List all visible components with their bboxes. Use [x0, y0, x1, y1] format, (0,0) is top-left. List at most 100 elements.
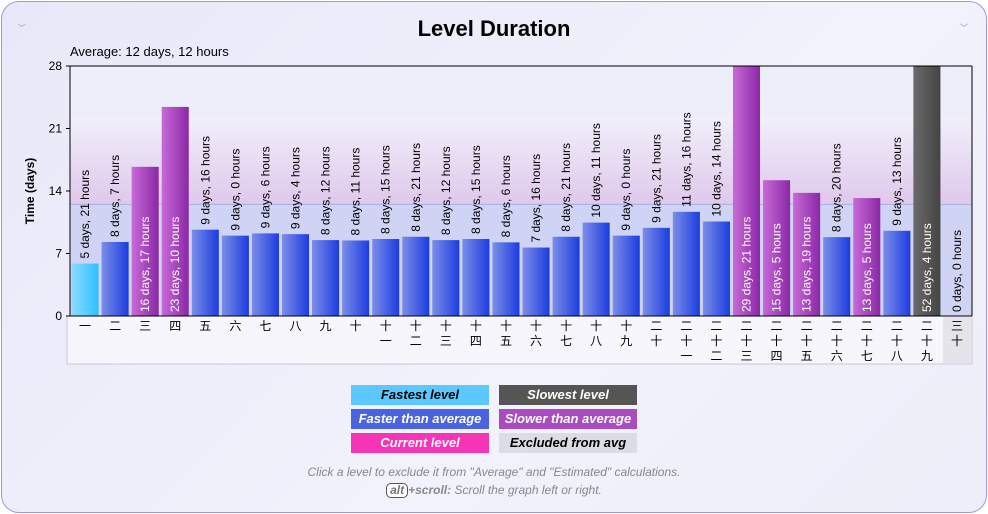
bar-value-label: 9 days, 4 hours — [289, 147, 303, 229]
bar — [642, 227, 670, 316]
above-average-band — [70, 116, 972, 205]
bar — [342, 240, 370, 316]
bar — [612, 235, 640, 316]
bar-value-label: 29 days, 21 hours — [740, 217, 754, 312]
y-tick-label: 28 — [49, 59, 63, 73]
x-tick-label: 十 — [921, 334, 933, 348]
x-tick-label: 二 — [801, 319, 813, 333]
scroll-label: +scroll: — [408, 483, 452, 497]
bar — [552, 236, 580, 316]
below-average-band — [70, 204, 972, 316]
bar-value-label: 11 days, 16 hours — [679, 112, 693, 207]
legend: Fastest level Slowest level Faster than av… — [351, 385, 637, 453]
bar-value-label: 9 days, 0 hours — [619, 149, 633, 231]
bar-value-label: 8 days, 20 hours — [830, 143, 844, 232]
bar — [702, 221, 730, 316]
x-tick-label: 十 — [740, 334, 752, 348]
bar — [462, 238, 490, 316]
average-text: Average: 12 days, 12 hours — [70, 44, 229, 59]
y-tick-label: 0 — [55, 309, 62, 323]
x-tick-label: 十 — [951, 334, 963, 348]
bar — [732, 66, 761, 316]
x-tick-label: 六 — [831, 349, 843, 363]
bar — [793, 192, 821, 316]
bar — [522, 247, 550, 316]
bar-value-label: 10 days, 14 hours — [709, 121, 723, 216]
x-tick-label: 十 — [680, 334, 692, 348]
x-tick-label: 七 — [259, 319, 271, 333]
bar-value-label: 13 days, 5 hours — [860, 223, 874, 312]
bar — [221, 235, 249, 316]
x-tick-label: 二 — [891, 319, 903, 333]
bar — [763, 180, 791, 316]
chevron-down-icon[interactable]: ⌄ — [13, 14, 31, 30]
bar — [492, 242, 520, 316]
bar — [251, 233, 279, 316]
x-tick-label: 七 — [560, 334, 572, 348]
bar-value-label: 9 days, 21 hours — [649, 134, 663, 223]
x-tick-label: 四 — [470, 334, 482, 348]
bar-chart: 5 days, 21 hours 一 8 days, 7 hours 二 16 days… — [23, 59, 973, 365]
bar-value-label: 9 days, 13 hours — [890, 137, 904, 226]
chevron-down-icon[interactable]: ⌄ — [955, 14, 973, 30]
x-tick-label: 九 — [921, 349, 933, 363]
x-tick-label: 二 — [710, 349, 722, 363]
bar-value-label: 8 days, 21 hours — [559, 143, 573, 232]
bar-value-label: 9 days, 6 hours — [258, 146, 272, 228]
x-tick-label: 二 — [410, 334, 422, 348]
x-tick-label: 八 — [289, 319, 301, 333]
x-tick-label: 三 — [440, 334, 452, 348]
bar-value-label: 8 days, 6 hours — [499, 155, 513, 237]
bar — [913, 66, 941, 316]
x-tick-label: 二 — [861, 319, 873, 333]
bar-value-label: 8 days, 11 hours — [349, 148, 363, 236]
x-tick-label: 十 — [891, 334, 903, 348]
bar-value-label: 10 days, 11 hours — [589, 123, 603, 218]
x-tick-label: 一 — [79, 319, 91, 333]
x-tick-label: 十 — [470, 319, 482, 333]
x-tick-label: 五 — [801, 349, 813, 363]
x-tick-label: 四 — [169, 319, 181, 333]
legend-current: Current level — [351, 433, 489, 453]
bar — [71, 263, 99, 316]
bar-value-label: 5 days, 21 hours — [78, 170, 92, 259]
x-tick-label: 十 — [440, 319, 452, 333]
bar-value-label: 8 days, 21 hours — [409, 143, 423, 232]
x-tick-label: 十 — [410, 319, 422, 333]
chart-title: Level Duration — [417, 16, 571, 41]
legend-fastest: Fastest level — [351, 385, 489, 405]
bar — [131, 166, 159, 316]
bar — [432, 240, 460, 316]
bar — [823, 237, 851, 316]
x-tick-label: 五 — [199, 319, 211, 333]
x-tick-label: 五 — [500, 334, 512, 348]
bar-value-label: 15 days, 5 hours — [770, 223, 784, 312]
x-tick-label: 三 — [951, 319, 963, 333]
bar-value-label: 8 days, 7 hours — [108, 155, 122, 237]
bar — [312, 240, 340, 316]
bar — [372, 238, 400, 316]
legend-excluded: Excluded from avg — [499, 433, 637, 453]
x-tick-label: 十 — [831, 334, 843, 348]
x-tick-label: 三 — [139, 319, 151, 333]
x-tick-label: 二 — [710, 319, 722, 333]
bar-value-label: 7 days, 16 hours — [529, 154, 543, 243]
bar — [402, 236, 430, 316]
bar — [883, 230, 911, 316]
bar — [672, 211, 700, 316]
y-tick-label: 21 — [49, 122, 63, 136]
bar — [582, 222, 610, 316]
x-tick-label: 九 — [620, 334, 632, 348]
x-tick-label: 二 — [109, 319, 121, 333]
bar-value-label: 13 days, 19 hours — [800, 217, 814, 312]
x-tick-label: 三 — [740, 349, 752, 363]
alt-key-icon: alt — [386, 483, 409, 498]
x-tick-label: 十 — [861, 334, 873, 348]
x-tick-label: 十 — [590, 319, 602, 333]
x-tick-label: 八 — [891, 349, 903, 363]
x-tick-label: 八 — [590, 334, 602, 348]
scroll-text: Scroll the graph left or right. — [451, 483, 602, 497]
bar — [281, 234, 310, 316]
x-tick-label: 二 — [680, 319, 692, 333]
x-tick-label: 二 — [921, 319, 933, 333]
